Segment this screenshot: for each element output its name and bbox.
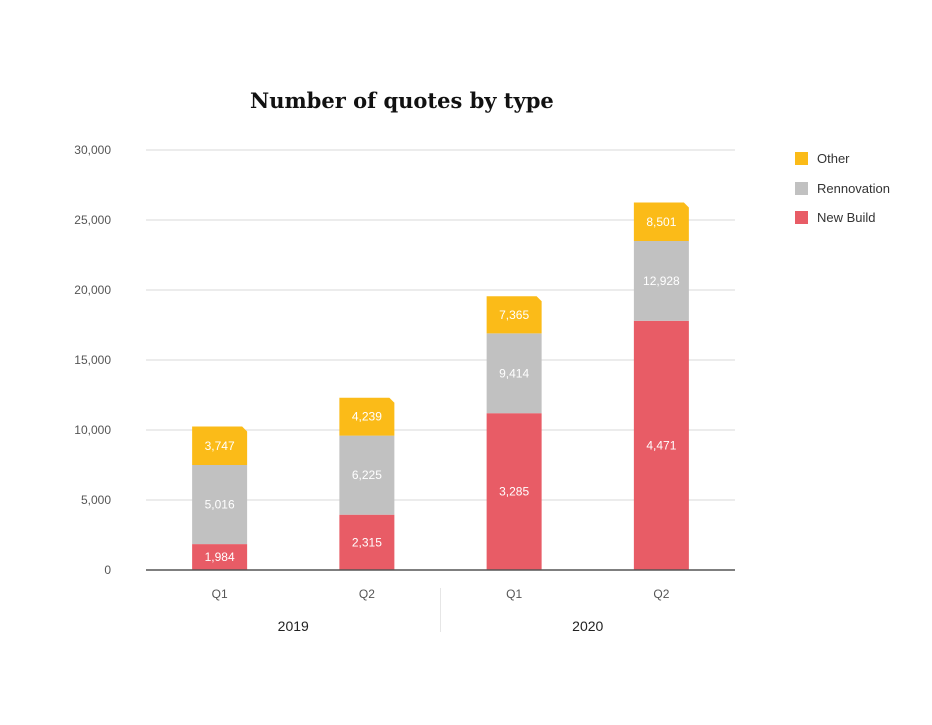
legend-swatch: [795, 211, 808, 225]
y-tick-label: 5,000: [81, 493, 111, 507]
bar-segment: [486, 296, 542, 334]
legend-item: New Build: [795, 203, 890, 233]
data-label: 4,239: [352, 410, 382, 424]
bar-segment: [339, 397, 395, 436]
bar-segment: [486, 413, 542, 570]
bar-segment: [339, 435, 395, 515]
legend-label: New Build: [817, 210, 876, 226]
data-label: 6,225: [352, 468, 382, 482]
bar-segment: [192, 465, 248, 545]
group-label: 2019: [278, 618, 309, 634]
legend-label: Rennovation: [817, 180, 890, 196]
bar-segment: [192, 426, 248, 465]
bar-segment: [486, 333, 542, 414]
data-label: 12,928: [643, 274, 680, 288]
data-label: 4,471: [646, 438, 676, 452]
data-label: 3,747: [205, 439, 235, 453]
legend-item: Rennovation: [795, 174, 890, 204]
data-label: 1,984: [205, 550, 235, 564]
chart-title: Number of quotes by type: [250, 88, 554, 113]
data-label: 2,315: [352, 535, 382, 549]
bar-segment: [339, 514, 395, 570]
y-tick-label: 10,000: [74, 423, 111, 437]
bar-segment: [633, 320, 689, 570]
legend-swatch: [795, 181, 808, 195]
y-tick-label: 30,000: [74, 143, 111, 157]
legend-item: Other: [795, 144, 890, 174]
data-label: 5,016: [205, 498, 235, 512]
x-tick-label: Q1: [506, 587, 522, 601]
legend-swatch: [795, 152, 808, 166]
y-tick-label: 20,000: [74, 283, 111, 297]
data-label: 8,501: [646, 215, 676, 229]
x-tick-label: Q2: [653, 587, 669, 601]
legend-label: Other: [817, 151, 850, 167]
group-label: 2020: [572, 618, 603, 634]
data-label: 7,365: [499, 308, 529, 322]
x-tick-label: Q2: [359, 587, 375, 601]
data-label: 9,414: [499, 366, 529, 380]
x-tick-label: Q1: [212, 587, 228, 601]
y-tick-label: 25,000: [74, 213, 111, 227]
y-tick-label: 0: [104, 563, 111, 577]
bar-segment: [633, 202, 689, 241]
bar-segment: [633, 241, 689, 321]
y-tick-label: 15,000: [74, 353, 111, 367]
data-label: 3,285: [499, 485, 529, 499]
bar-segment: [192, 544, 248, 570]
chart-legend: Other Rennovation New Build: [795, 144, 890, 233]
